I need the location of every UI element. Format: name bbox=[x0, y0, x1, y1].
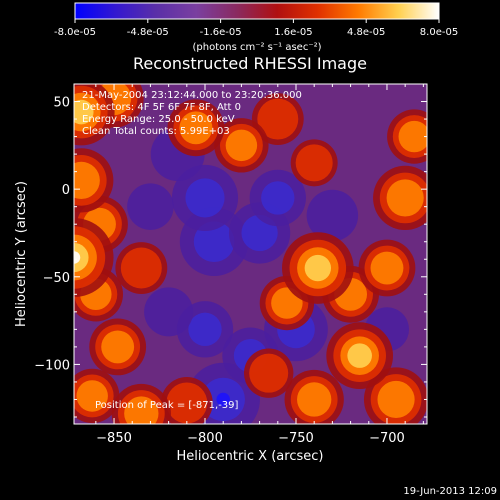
heatmap-cold-region bbox=[185, 178, 225, 218]
heatmap-hot-region bbox=[295, 144, 333, 182]
colorbar-tick-label: 8.0e-05 bbox=[420, 27, 458, 38]
heatmap-hot-region bbox=[101, 330, 135, 364]
colorbar-tick-label: -1.6e-05 bbox=[200, 27, 242, 38]
y-tick-label: 50 bbox=[53, 96, 70, 111]
heatmap-hot-region bbox=[304, 254, 332, 282]
heatmap-layer bbox=[74, 84, 427, 424]
annotation-clean-counts: Clean Total counts: 5.99E+03 bbox=[82, 126, 230, 137]
heatmap-cold-region bbox=[306, 189, 359, 242]
heatmap-hot-region bbox=[297, 382, 332, 417]
heatmap-cold-region bbox=[144, 287, 194, 337]
heatmap-hot-region bbox=[249, 353, 289, 393]
heatmap-hot-region bbox=[347, 343, 372, 368]
colorbar-tick-label: 1.6e-05 bbox=[274, 27, 312, 38]
annotation-detectors: Detectors: 4F 5F 6F 7F 8F, Att 0 bbox=[82, 102, 241, 113]
peak-position-label: Position of Peak = [-871,-39] bbox=[95, 400, 239, 411]
colorbar-frame bbox=[74, 2, 440, 20]
y-tick-label: −100 bbox=[34, 358, 70, 373]
x-tick-label: −750 bbox=[278, 431, 314, 446]
heatmap-hot-region bbox=[398, 120, 427, 153]
heatmap-cold-region bbox=[216, 392, 230, 407]
heatmap-hot-region bbox=[179, 111, 213, 145]
heatmap-hot-region bbox=[386, 179, 424, 217]
annotation-energy-range: Energy Range: 25.0 - 50.0 keV bbox=[82, 114, 235, 125]
annotation-time-range: 21-May-2004 23:12:44.000 to 23:20:36.000 bbox=[82, 90, 302, 101]
heatmap-hot-region bbox=[74, 161, 100, 199]
heatmap-hot-region bbox=[74, 242, 89, 273]
colorbar-tick-label: -4.8e-05 bbox=[127, 27, 169, 38]
colorbar-tick-label: 4.8e-05 bbox=[347, 27, 385, 38]
y-axis-label: Heliocentric Y (arcsec) bbox=[14, 181, 29, 327]
heatmap-hot-region bbox=[120, 247, 162, 289]
heatmap-hot-region bbox=[74, 99, 94, 125]
y-tick-label: −50 bbox=[43, 271, 70, 286]
heatmap-cold-region bbox=[193, 221, 235, 263]
heatmap-hot-region bbox=[76, 380, 108, 412]
colorbar-unit-label: (photons cm⁻² s⁻¹ asec⁻²) bbox=[192, 42, 321, 53]
timestamp: 19-Jun-2013 12:09 bbox=[403, 486, 497, 497]
heatmap-hot-region bbox=[225, 129, 258, 162]
heatmap-hot-region bbox=[124, 396, 159, 424]
axes: −850 −800 −750 −700 50 0 −50 −100 bbox=[34, 83, 427, 446]
heatmap-hot-region bbox=[257, 98, 299, 140]
colorbar-ticks: -8.0e-05 -4.8e-05 -1.6e-05 1.6e-05 4.8e-05 8.… bbox=[54, 19, 458, 38]
chart-title: Reconstructed RHESSI Image bbox=[133, 54, 367, 73]
heatmap-hot-region bbox=[166, 382, 208, 424]
x-axis-label: Heliocentric X (arcsec) bbox=[177, 449, 324, 464]
heatmap-cold-region bbox=[188, 312, 222, 347]
annotation-block: 21-May-2004 23:12:44.000 to 23:20:36.000… bbox=[82, 90, 302, 137]
heatmap-hot-region bbox=[377, 380, 415, 419]
colorbar bbox=[75, 3, 439, 19]
x-tick-label: −800 bbox=[187, 431, 223, 446]
y-tick-label: 0 bbox=[62, 183, 70, 198]
plot-frame bbox=[73, 83, 428, 425]
x-tick-label: −850 bbox=[96, 431, 132, 446]
heatmap-hot-region bbox=[370, 251, 404, 285]
heatmap-hot-region bbox=[74, 251, 81, 264]
x-tick-label: −700 bbox=[369, 431, 405, 446]
heatmap-cold-region bbox=[261, 181, 295, 215]
colorbar-tick-label: -8.0e-05 bbox=[54, 27, 96, 38]
heatmap-cold-region bbox=[127, 183, 174, 230]
